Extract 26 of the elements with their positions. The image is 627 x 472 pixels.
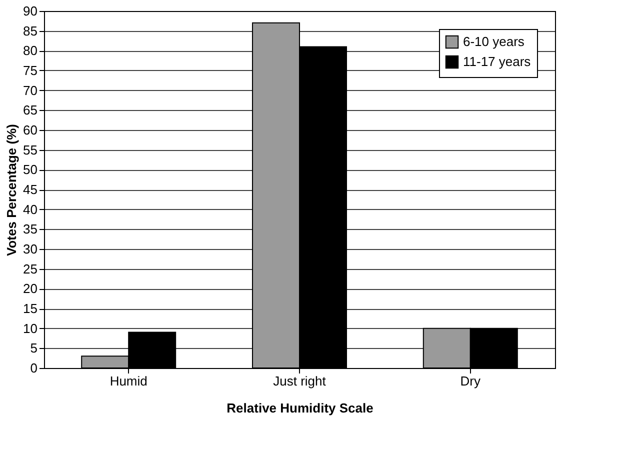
legend-label: 6-10 years — [463, 34, 525, 49]
y-tick-label: 35 — [23, 222, 38, 237]
y-tick-label: 50 — [23, 162, 38, 178]
y-tick-label: 65 — [23, 102, 38, 118]
y-axis-title: Votes Percentage (%) — [4, 124, 20, 256]
x-tick-label: Just right — [273, 374, 326, 388]
y-tick-label: 55 — [23, 142, 38, 158]
y-tick-label: 0 — [30, 360, 38, 376]
x-axis-title: Relative Humidity Scale — [226, 400, 374, 416]
y-tick-label: 15 — [23, 301, 38, 316]
y-tick-label: 90 — [23, 4, 38, 18]
y-tick-label: 60 — [23, 122, 38, 138]
y-tick-label: 5 — [30, 340, 38, 356]
y-tick-label: 20 — [23, 281, 38, 296]
legend-label: 11-17 years — [463, 54, 532, 69]
x-tick-label: Dry — [460, 374, 482, 388]
y-tick-label: 45 — [23, 182, 38, 197]
x-tick-label: Humid — [110, 374, 148, 388]
y-tick-label: 75 — [23, 63, 38, 78]
y-tick-label: 80 — [23, 43, 38, 58]
y-tick-label: 10 — [23, 320, 38, 336]
y-tick-label: 25 — [23, 261, 38, 276]
y-tick-label: 85 — [23, 23, 38, 38]
y-tick-label: 40 — [23, 202, 38, 217]
y-tick-label: 70 — [23, 82, 38, 98]
y-tick-label: 30 — [23, 242, 38, 256]
